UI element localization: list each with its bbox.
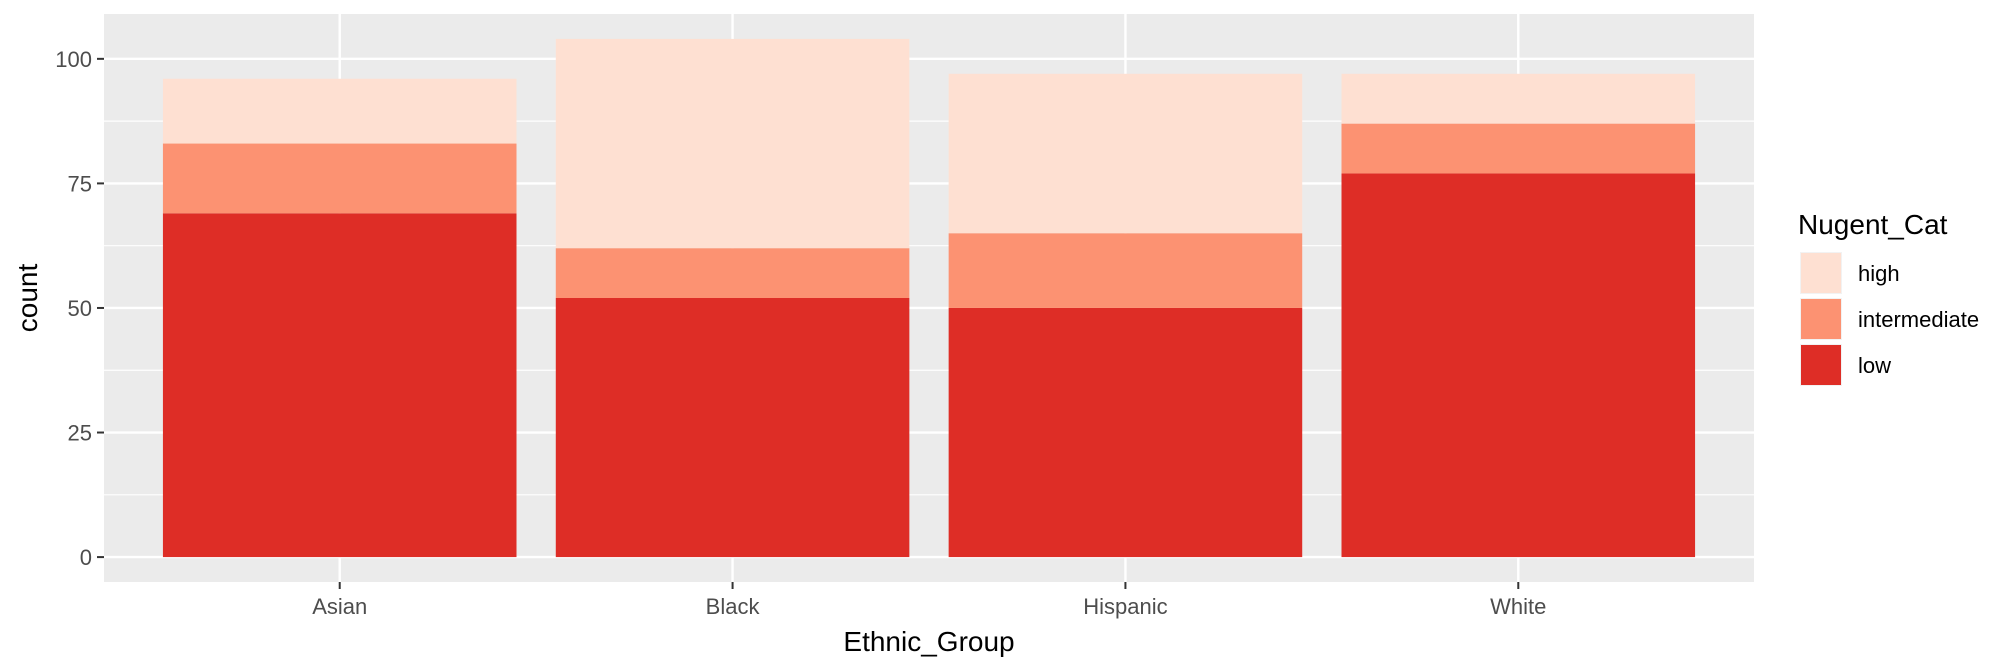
- bar-white-high: [1341, 73, 1696, 124]
- x-tick-label: Black: [706, 594, 761, 619]
- x-tick-label: White: [1490, 594, 1546, 619]
- bar-asian-low: [162, 213, 517, 558]
- legend-title: Nugent_Cat: [1798, 209, 1948, 240]
- legend-label-intermediate: intermediate: [1858, 307, 1979, 332]
- y-tick-label: 25: [68, 421, 92, 446]
- y-tick-label: 75: [68, 171, 92, 196]
- bar-hispanic-high: [948, 73, 1303, 234]
- legend-label-high: high: [1858, 261, 1900, 286]
- bar-hispanic-intermediate: [948, 233, 1303, 308]
- bar-white-intermediate: [1341, 123, 1696, 174]
- legend-label-low: low: [1858, 353, 1891, 378]
- x-axis: Asian Black Hispanic White: [312, 582, 1546, 619]
- y-axis: 0 25 50 75 100: [55, 47, 104, 570]
- bars-group: [162, 38, 1696, 558]
- bar-asian-intermediate: [162, 143, 517, 214]
- bar-white-low: [1341, 173, 1696, 558]
- legend-swatch-intermediate: [1801, 299, 1841, 339]
- legend: Nugent_Cat high intermediate low: [1798, 209, 1979, 386]
- bar-black-low: [555, 298, 910, 558]
- x-tick-label: Asian: [312, 594, 367, 619]
- bar-hispanic-low: [948, 307, 1303, 558]
- x-axis-title: Ethnic_Group: [843, 626, 1014, 657]
- bar-asian-high: [162, 78, 517, 144]
- y-tick-label: 50: [68, 296, 92, 321]
- bar-black-high: [555, 38, 910, 249]
- y-tick-label: 0: [80, 545, 92, 570]
- bar-black-intermediate: [555, 248, 910, 298]
- legend-swatch-low: [1801, 345, 1841, 385]
- legend-items: high intermediate low: [1800, 252, 1979, 386]
- legend-swatch-high: [1801, 253, 1841, 293]
- y-axis-title: count: [12, 264, 43, 333]
- x-tick-label: Hispanic: [1083, 594, 1167, 619]
- y-tick-label: 100: [55, 47, 92, 72]
